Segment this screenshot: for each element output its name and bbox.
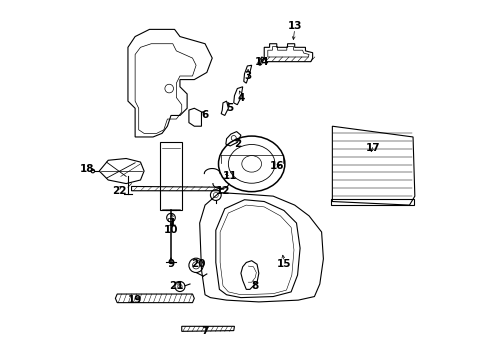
Text: 7: 7	[201, 325, 208, 336]
Text: 2: 2	[233, 139, 241, 149]
Bar	[168, 218, 173, 221]
Text: 16: 16	[269, 161, 284, 171]
Text: 20: 20	[190, 259, 204, 269]
Text: 11: 11	[223, 171, 237, 181]
Text: 6: 6	[201, 111, 208, 121]
Text: 13: 13	[287, 21, 301, 31]
Text: 19: 19	[128, 295, 142, 305]
Text: 22: 22	[111, 186, 126, 196]
Text: 14: 14	[255, 57, 269, 67]
Text: 17: 17	[366, 143, 380, 153]
Text: 10: 10	[163, 225, 178, 235]
Text: 12: 12	[215, 186, 230, 196]
Text: 1: 1	[169, 218, 176, 228]
Text: 3: 3	[244, 71, 251, 81]
Bar	[160, 142, 182, 211]
Text: 8: 8	[251, 281, 258, 291]
Text: 21: 21	[169, 281, 183, 291]
Text: 18: 18	[79, 164, 94, 174]
Text: 4: 4	[237, 93, 244, 103]
Text: 15: 15	[276, 259, 290, 269]
Bar	[330, 199, 413, 205]
Text: 5: 5	[226, 103, 233, 113]
Text: 9: 9	[167, 259, 174, 269]
